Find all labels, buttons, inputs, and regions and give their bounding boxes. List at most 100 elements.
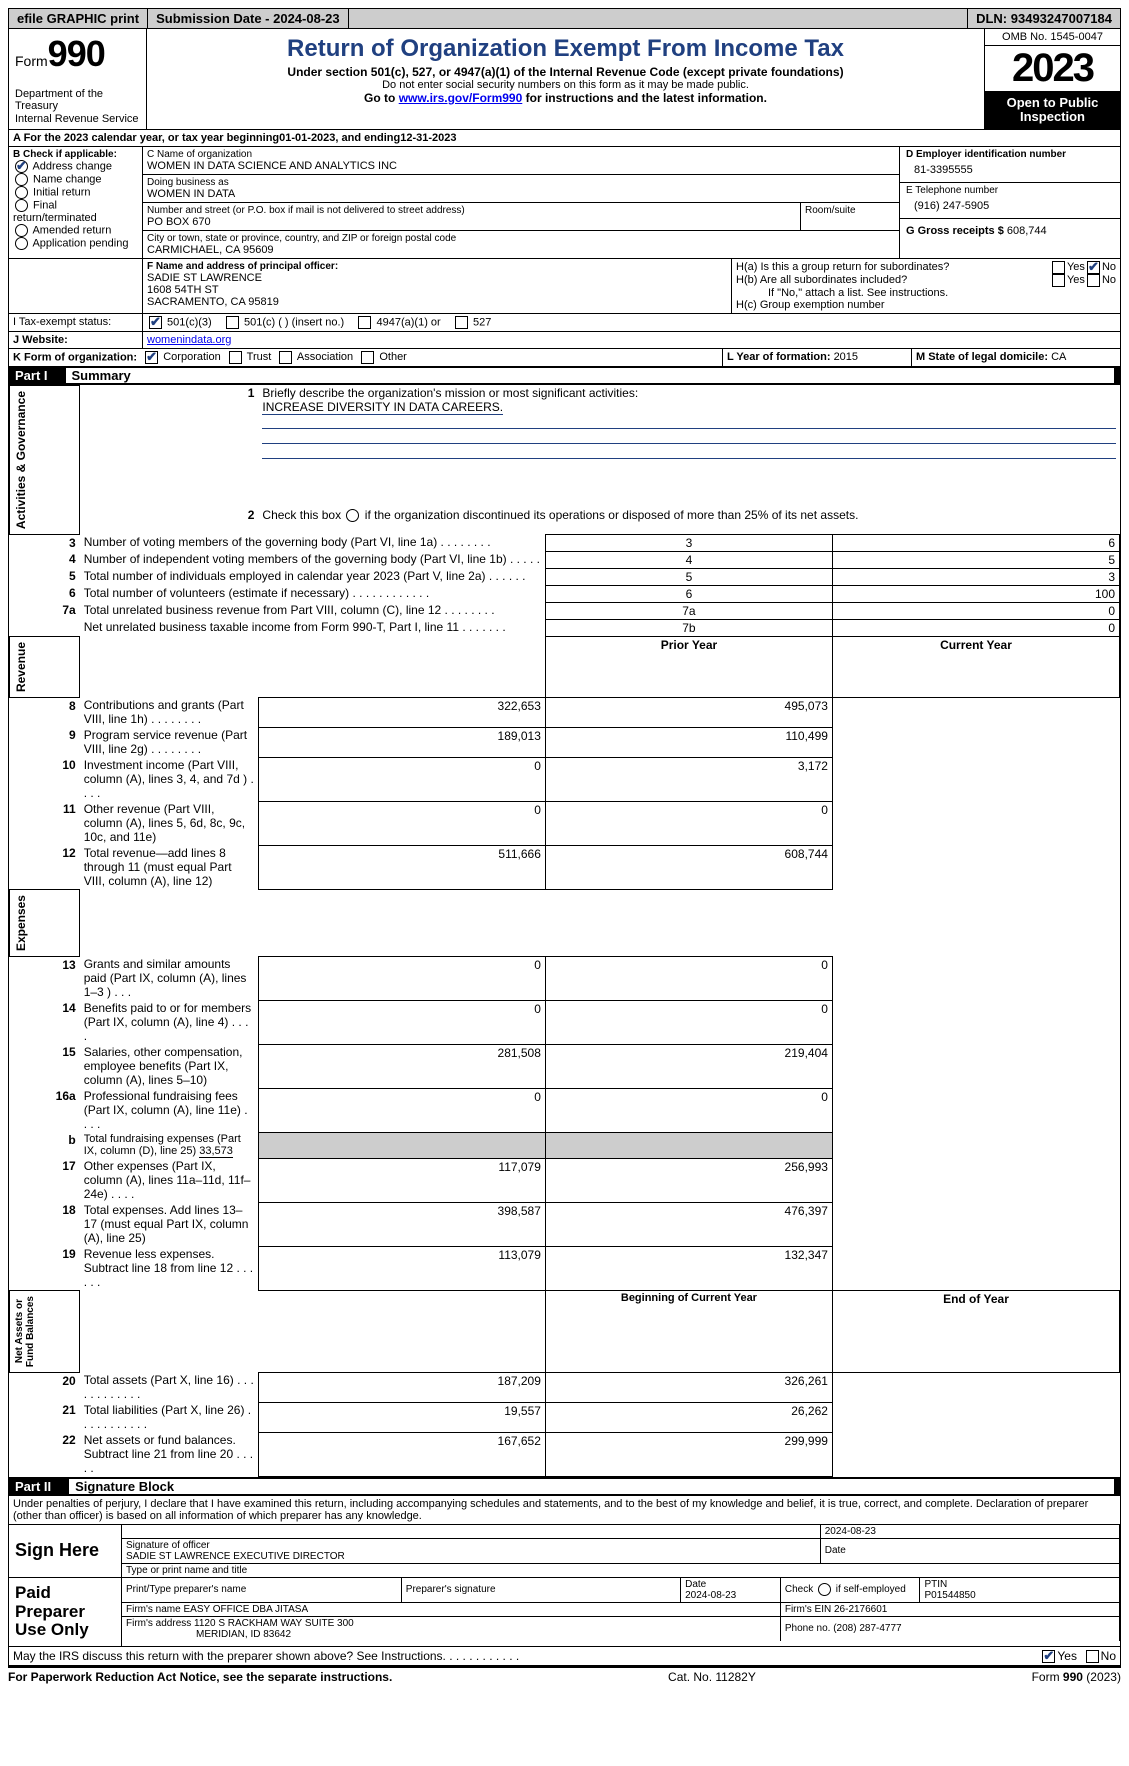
phone-label: E Telephone number	[906, 185, 1114, 196]
colb-checkbox[interactable]	[15, 160, 28, 173]
side-net: Net Assets or Fund Balances	[14, 1292, 36, 1371]
part-2-header: Part IISignature Block	[9, 1477, 1120, 1496]
h-b-note: If "No," attach a list. See instructions…	[736, 287, 1116, 299]
rowi-checkbox[interactable]	[455, 316, 468, 329]
table-row: 19Revenue less expenses. Subtract line 1…	[10, 1246, 1120, 1290]
col-b-label: B Check if applicable:	[13, 149, 138, 160]
penalty-text: Under penalties of perjury, I declare th…	[9, 1496, 1120, 1524]
table-row: 9Program service revenue (Part VIII, lin…	[10, 727, 1120, 757]
table-row: 18Total expenses. Add lines 13–17 (must …	[10, 1202, 1120, 1246]
colb-checkbox[interactable]	[15, 237, 28, 250]
header: Form990 Department of the Treasury Inter…	[9, 29, 1120, 129]
phone: (916) 247-5905	[906, 196, 1114, 216]
addr: PO BOX 670	[147, 216, 796, 228]
footer: For Paperwork Reduction Act Notice, see …	[8, 1666, 1121, 1684]
rowk-checkbox[interactable]	[145, 351, 158, 364]
website-link[interactable]: womenindata.org	[147, 334, 231, 346]
table-row: 3Number of voting members of the governi…	[10, 534, 1120, 551]
document: Form990 Department of the Treasury Inter…	[8, 29, 1121, 1666]
row-i: I Tax-exempt status: 501(c)(3) 501(c) ( …	[9, 313, 1120, 331]
row-klm: K Form of organization: Corporation Trus…	[9, 348, 1120, 366]
officer-label: F Name and address of principal officer:	[147, 261, 727, 272]
tax-year: 2023	[985, 46, 1120, 92]
submission-date: Submission Date - 2024-08-23	[148, 9, 349, 28]
ein-label: D Employer identification number	[906, 149, 1114, 160]
rowi-checkbox[interactable]	[358, 316, 371, 329]
discuss-row: May the IRS discuss this return with the…	[9, 1646, 1120, 1665]
gross-receipts: G Gross receipts $ 608,744	[900, 219, 1120, 243]
rowk-checkbox[interactable]	[361, 351, 374, 364]
section-fh: F Name and address of principal officer:…	[9, 258, 1120, 313]
table-row: 6Total number of volunteers (estimate if…	[10, 585, 1120, 602]
table-row: 8Contributions and grants (Part VIII, li…	[10, 697, 1120, 727]
table-row: 10Investment income (Part VIII, column (…	[10, 757, 1120, 801]
h-c: H(c) Group exemption number	[736, 299, 1116, 311]
rowk-checkbox[interactable]	[279, 351, 292, 364]
subtitle-1: Under section 501(c), 527, or 4947(a)(1)…	[155, 65, 976, 79]
summary-table: Activities & Governance 1 Briefly descri…	[9, 385, 1120, 1477]
hb-yes-checkbox[interactable]	[1052, 274, 1065, 287]
table-row: 4Number of independent voting members of…	[10, 551, 1120, 568]
part-1-header: Part ISummary	[9, 366, 1120, 385]
colb-checkbox[interactable]	[15, 173, 28, 186]
table-row: 14Benefits paid to or for members (Part …	[10, 1000, 1120, 1044]
colb-item: Amended return	[13, 224, 138, 237]
row-j: J Website: womenindata.org	[9, 331, 1120, 348]
colb-item: Address change	[13, 160, 138, 173]
sign-here-block: Sign Here 2024-08-23 Signature of office…	[9, 1524, 1120, 1577]
ein: 81-3395555	[906, 160, 1114, 180]
omb-number: OMB No. 1545-0047	[985, 29, 1120, 46]
irs-link[interactable]: www.irs.gov/Form990	[399, 91, 523, 105]
table-row: 20Total assets (Part X, line 16) . . . .…	[10, 1372, 1120, 1402]
table-row: 17Other expenses (Part IX, column (A), l…	[10, 1158, 1120, 1202]
table-row: 7aTotal unrelated business revenue from …	[10, 602, 1120, 619]
top-bar: efile GRAPHIC print Submission Date - 20…	[8, 8, 1121, 29]
h-b: H(b) Are all subordinates included?	[736, 274, 1050, 286]
rowk-checkbox[interactable]	[229, 351, 242, 364]
discuss-no-checkbox[interactable]	[1086, 1650, 1099, 1663]
colb-checkbox[interactable]	[15, 199, 28, 212]
table-row: 15Salaries, other compensation, employee…	[10, 1044, 1120, 1088]
side-governance: Activities & Governance	[14, 387, 28, 533]
colb-item: Application pending	[13, 237, 138, 250]
l2-checkbox[interactable]	[346, 509, 359, 522]
room-label: Room/suite	[805, 205, 895, 216]
discuss-yes-checkbox[interactable]	[1042, 1650, 1055, 1663]
dba: WOMEN IN DATA	[147, 188, 895, 200]
h-a: H(a) Is this a group return for subordin…	[736, 261, 1050, 273]
colb-checkbox[interactable]	[15, 186, 28, 199]
table-row: 5Total number of individuals employed in…	[10, 568, 1120, 585]
colb-item: Final return/terminated	[13, 199, 138, 224]
dln: DLN: 93493247007184	[967, 9, 1120, 28]
table-row: Net unrelated business taxable income fr…	[10, 619, 1120, 636]
dba-label: Doing business as	[147, 177, 895, 188]
open-inspection: Open to Public Inspection	[985, 92, 1120, 129]
colb-item: Name change	[13, 173, 138, 186]
table-row: 11Other revenue (Part VIII, column (A), …	[10, 801, 1120, 845]
addr-label: Number and street (or P.O. box if mail i…	[147, 205, 796, 216]
form-number: Form990	[15, 33, 140, 75]
form-title: Return of Organization Exempt From Incom…	[155, 35, 976, 63]
table-row: 21Total liabilities (Part X, line 26) . …	[10, 1402, 1120, 1432]
org-name-label: C Name of organization	[147, 149, 895, 160]
line-a: A For the 2023 calendar year, or tax yea…	[9, 129, 1120, 146]
officer-1: 1608 54TH ST	[147, 284, 727, 296]
section-bcdefgh: B Check if applicable: Address change Na…	[9, 146, 1120, 258]
colb-item: Initial return	[13, 186, 138, 199]
table-row: 12Total revenue—add lines 8 through 11 (…	[10, 845, 1120, 889]
officer-0: SADIE ST LAWRENCE	[147, 272, 727, 284]
city-label: City or town, state or province, country…	[147, 233, 895, 244]
side-expenses: Expenses	[14, 891, 28, 955]
table-row: 16aProfessional fundraising fees (Part I…	[10, 1088, 1120, 1132]
side-revenue: Revenue	[14, 638, 28, 696]
rowi-checkbox[interactable]	[149, 316, 162, 329]
table-row: 13Grants and similar amounts paid (Part …	[10, 956, 1120, 1000]
ha-yes-checkbox[interactable]	[1052, 261, 1065, 274]
self-emp-checkbox[interactable]	[818, 1583, 831, 1596]
colb-checkbox[interactable]	[15, 224, 28, 237]
org-name: WOMEN IN DATA SCIENCE AND ANALYTICS INC	[147, 160, 895, 172]
subtitle-3: Go to www.irs.gov/Form990 for instructio…	[155, 91, 976, 105]
ha-no-checkbox[interactable]	[1087, 261, 1100, 274]
hb-no-checkbox[interactable]	[1087, 274, 1100, 287]
rowi-checkbox[interactable]	[226, 316, 239, 329]
